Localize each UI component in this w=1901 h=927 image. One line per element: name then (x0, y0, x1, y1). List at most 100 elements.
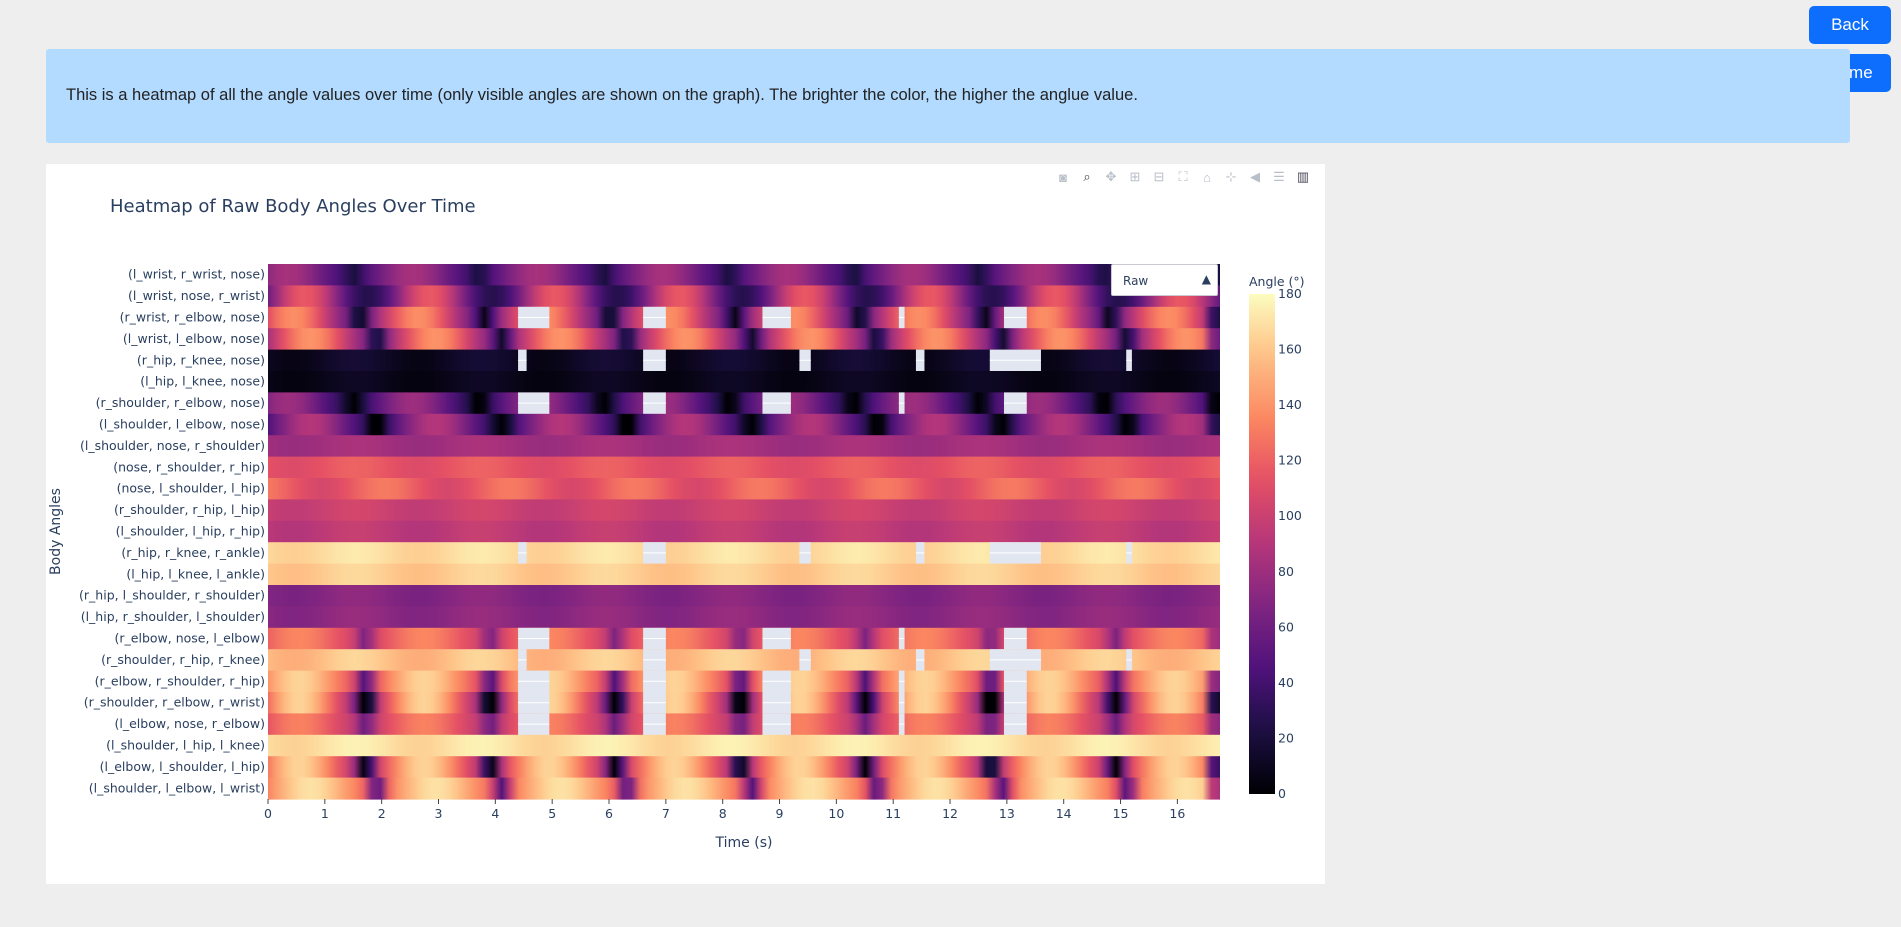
heatmap-row (268, 563, 1220, 586)
y-tick-label: (r_shoulder, r_elbow, nose) (96, 395, 265, 410)
y-axis-title: Body Angles (48, 488, 64, 575)
chart-title: Heatmap of Raw Body Angles Over Time (110, 196, 476, 217)
heatmap-row (268, 413, 1220, 436)
y-tick-label: (l_wrist, nose, r_wrist) (128, 288, 265, 303)
camera-icon[interactable]: ◙ (1059, 169, 1067, 185)
heatmap-row (268, 306, 1220, 329)
back-button[interactable]: Back (1809, 6, 1891, 44)
y-tick-label: (nose, r_shoulder, r_hip) (113, 459, 265, 474)
x-tick-label: 14 (1056, 806, 1072, 821)
y-tick-label: (l_shoulder, l_elbow, nose) (99, 417, 265, 432)
y-tick-label: (r_shoulder, r_elbow, r_wrist) (84, 695, 265, 710)
heatmap-row (268, 670, 1220, 693)
y-tick-label: (r_shoulder, r_hip, r_knee) (101, 652, 265, 667)
x-tick-label: 2 (378, 806, 386, 821)
y-tick-label: (r_wrist, r_elbow, nose) (120, 310, 265, 325)
x-tick-label: 9 (776, 806, 784, 821)
y-tick-label: (l_shoulder, l_hip, l_knee) (106, 738, 265, 753)
y-tick-label: (r_hip, r_knee, r_ankle) (121, 545, 265, 560)
y-tick-label: (l_hip, l_knee, l_ankle) (126, 566, 265, 581)
plotly-logo-icon[interactable]: ▥ (1296, 169, 1310, 184)
heatmap-row (268, 734, 1220, 757)
y-tick-label: (l_hip, l_knee, nose) (140, 374, 265, 389)
y-tick-label: (l_elbow, nose, r_elbow) (115, 716, 265, 731)
x-tick-label: 12 (942, 806, 958, 821)
colorbar (1249, 294, 1275, 794)
heatmap-row (268, 371, 1220, 393)
zoom-icon[interactable]: ⌕ (1083, 169, 1091, 184)
autoscale-icon[interactable]: ⛶ (1178, 169, 1188, 184)
y-tick-label: (l_hip, r_shoulder, l_shoulder) (81, 609, 265, 624)
colorbar-tick-label: 100 (1278, 508, 1302, 523)
y-tick-label: (r_hip, r_knee, nose) (137, 352, 265, 367)
colorbar-tick-label: 160 (1278, 342, 1302, 357)
colorbar-tick-label: 80 (1278, 564, 1294, 579)
y-tick-label: (nose, l_shoulder, l_hip) (117, 481, 265, 496)
y-tick-label: (l_wrist, r_wrist, nose) (128, 267, 265, 282)
y-tick-label: (l_wrist, l_elbow, nose) (123, 331, 265, 346)
chevron-up-icon: ▲ (1201, 272, 1211, 286)
heatmap-row (268, 585, 1220, 607)
x-tick-label: 4 (491, 806, 499, 821)
heatmap-row (268, 713, 1220, 736)
hover-compare-icon[interactable]: ☰ (1273, 169, 1285, 184)
info-text: This is a heatmap of all the angle value… (66, 86, 1138, 104)
colorbar-title: Angle (°) (1249, 274, 1305, 289)
x-tick-label: 6 (605, 806, 613, 821)
x-tick-label: 7 (662, 806, 670, 821)
heatmap-row (268, 627, 1220, 650)
x-tick-label: 11 (885, 806, 901, 821)
data-mode-dropdown[interactable]: Raw ▲ (1111, 264, 1218, 296)
reset-axes-icon[interactable]: ⌂ (1203, 169, 1211, 185)
x-tick-label: 13 (999, 806, 1015, 821)
plot-modebar: ◙ ⌕ ✥ ⊞ ⊟ ⛶ ⌂ ⊹ ◀ ☰ ▥ (1051, 166, 1315, 188)
colorbar-tick-label: 120 (1278, 453, 1302, 468)
heatmap-row (268, 349, 1220, 372)
heatmap-row (268, 285, 1220, 308)
colorbar-tick-label: 180 (1278, 286, 1302, 301)
y-tick-label: (r_elbow, nose, l_elbow) (115, 631, 265, 646)
heatmap-row (268, 478, 1220, 500)
heatmap-row (268, 499, 1220, 522)
heatmap-row (268, 435, 1220, 458)
x-tick-label: 16 (1169, 806, 1185, 821)
heatmap-row (268, 692, 1220, 714)
spike-lines-icon[interactable]: ⊹ (1225, 169, 1237, 184)
y-tick-label: (l_shoulder, l_elbow, l_wrist) (89, 780, 265, 795)
heatmap-row (268, 756, 1220, 779)
pan-icon[interactable]: ✥ (1105, 169, 1117, 184)
heatmap-row (268, 392, 1220, 415)
x-tick-label: 8 (719, 806, 727, 821)
heatmap-svg: (l_wrist, r_wrist, nose) (l_wrist, nose, … (48, 264, 1305, 851)
x-axis-title: Time (s) (715, 835, 773, 851)
chart-card: ◙ ⌕ ✥ ⊞ ⊟ ⛶ ⌂ ⊹ ◀ ☰ ▥ Heatmap of Raw Body Angles O… (46, 164, 1325, 884)
heatmap-row (268, 456, 1220, 479)
heatmap-row (268, 520, 1220, 543)
x-tick-label: 5 (548, 806, 556, 821)
x-tick-label: 3 (435, 806, 443, 821)
colorbar-tick-label: 20 (1278, 730, 1294, 745)
colorbar-tick-label: 140 (1278, 397, 1302, 412)
y-tick-label: (r_elbow, r_shoulder, r_hip) (95, 673, 265, 688)
zoom-out-icon[interactable]: ⊟ (1153, 169, 1165, 184)
heatmap-row (268, 264, 1220, 286)
heatmap-row (268, 777, 1220, 800)
heatmap-row (268, 649, 1220, 672)
hover-closest-icon[interactable]: ◀ (1250, 169, 1260, 184)
info-banner: This is a heatmap of all the angle value… (46, 49, 1850, 143)
heatmap-row (268, 606, 1220, 629)
heatmap-row (268, 542, 1220, 565)
y-tick-label: (l_shoulder, l_hip, r_hip) (116, 524, 265, 539)
x-tick-label: 10 (828, 806, 844, 821)
dropdown-selected: Raw (1123, 274, 1149, 288)
x-tick-label: 15 (1113, 806, 1129, 821)
colorbar-tick-label: 40 (1278, 675, 1294, 690)
x-tick-label: 0 (264, 806, 272, 821)
y-tick-label: (r_shoulder, r_hip, l_hip) (114, 502, 265, 517)
x-tick-label: 1 (321, 806, 329, 821)
y-tick-label: (r_hip, l_shoulder, r_shoulder) (79, 588, 265, 603)
y-tick-label: (l_elbow, l_shoulder, l_hip) (100, 759, 265, 774)
colorbar-tick-label: 0 (1278, 786, 1286, 801)
heatmap-row (268, 328, 1220, 351)
zoom-in-icon[interactable]: ⊞ (1129, 169, 1141, 184)
